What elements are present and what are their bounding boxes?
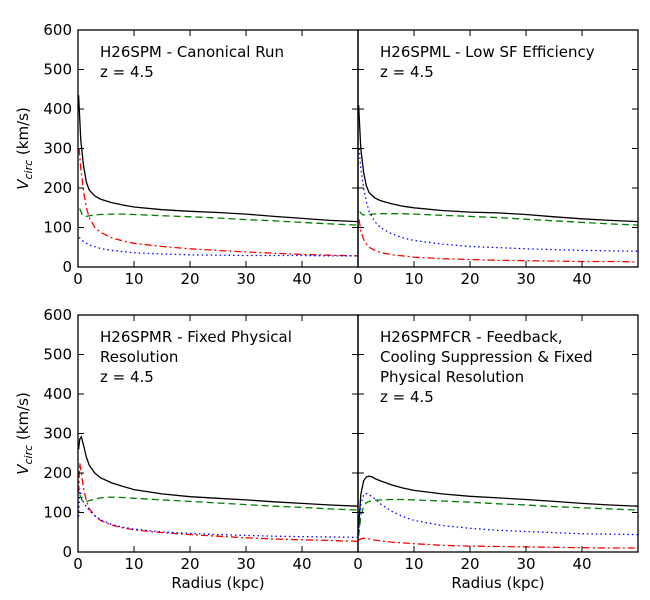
series-line-gas (359, 211, 638, 226)
series-line-dark-matter (78, 488, 358, 539)
series-line-stars (358, 537, 638, 549)
series-line-total (358, 104, 638, 223)
x-tick-label: 20 (180, 555, 199, 573)
x-tick-label: 0 (73, 555, 83, 573)
panel-annotation-line: Cooling Suppression & Fixed (380, 348, 593, 366)
x-tick-label: 20 (180, 270, 199, 288)
y-label-units: (km/s) (14, 392, 32, 445)
panel-annotation-line: z = 4.5 (380, 63, 434, 81)
x-axis-label: Radius (kpc) (451, 574, 544, 592)
y-axis-label: Vcirc (km/s) (14, 107, 35, 190)
y-tick-label: 300 (43, 425, 72, 443)
y-label-subscript: circ (22, 160, 35, 180)
chart-panel-2: 0 10 20 30 40 H26SPML - Low SF Efficiency z = … (353, 29, 639, 288)
x-tick-label: 0 (353, 270, 363, 288)
x-tick-label: 10 (404, 555, 423, 573)
x-tick-label: 0 (73, 270, 83, 288)
series-line-total (78, 435, 358, 507)
panel-annotation-line: H26SPML - Low SF Efficiency (380, 43, 595, 61)
y-tick-label: 500 (43, 61, 72, 79)
x-tick-label: 30 (516, 555, 535, 573)
y-tick-label: 200 (43, 179, 72, 197)
series-line-stars (358, 219, 638, 263)
x-tick-label: 40 (572, 270, 591, 288)
series-line-dark-matter (358, 148, 638, 252)
y-tick-label: 400 (43, 385, 72, 403)
y-tick-label: 200 (43, 464, 72, 482)
panel-annotation-line: z = 4.5 (100, 63, 154, 81)
y-label-units: (km/s) (14, 107, 32, 160)
y-tick-label: 400 (43, 100, 72, 118)
y-tick-label: 500 (43, 346, 72, 364)
x-tick-label: 0 (353, 555, 363, 573)
x-tick-label: 30 (236, 555, 255, 573)
x-tick-label: 40 (292, 555, 311, 573)
x-tick-label: 20 (460, 270, 479, 288)
panel-annotation-line: z = 4.5 (100, 368, 154, 386)
series-line-total (78, 95, 358, 223)
series-line-dark-matter (78, 236, 358, 257)
x-tick-label: 10 (404, 270, 423, 288)
y-axis-label: Vcirc (km/s) (14, 392, 35, 475)
y-tick-label: 300 (43, 140, 72, 158)
panel-annotation-line: Physical Resolution (380, 368, 524, 386)
y-tick-label: 600 (43, 21, 72, 39)
series-line-dark-matter (358, 492, 638, 536)
x-tick-label: 10 (124, 270, 143, 288)
y-label-symbol: V (14, 178, 32, 190)
y-tick-label: 0 (62, 543, 72, 561)
x-tick-label: 20 (460, 555, 479, 573)
series-line-gas (79, 494, 358, 511)
y-tick-label: 600 (43, 306, 72, 324)
x-tick-label: 30 (236, 270, 255, 288)
panel-annotation-line: z = 4.5 (380, 388, 434, 406)
y-label-symbol: V (14, 463, 32, 475)
panel-annotation-line: Resolution (100, 348, 178, 366)
y-label-subscript: circ (22, 445, 35, 465)
y-tick-label: 100 (43, 219, 72, 237)
panel-annotation-line: H26SPMFCR - Feedback, (380, 328, 563, 346)
series-line-gas (79, 208, 358, 226)
panel-annotation-line: H26SPMR - Fixed Physical (100, 328, 292, 346)
series-line-stars (78, 148, 358, 257)
panel-annotation-line: H26SPM - Canonical Run (100, 43, 284, 61)
chart-panel-4: 0 10 20 30 40 H26SPMFCR - Feedback, Cooling Su… (353, 314, 639, 592)
x-axis-label: Radius (kpc) (171, 574, 264, 592)
y-tick-label: 100 (43, 504, 72, 522)
series-line-gas (358, 498, 638, 537)
series-line-total (358, 475, 638, 529)
y-tick-label: 0 (62, 258, 72, 276)
x-tick-label: 10 (124, 555, 143, 573)
x-tick-label: 40 (292, 270, 311, 288)
series-line-stars (78, 462, 358, 542)
x-tick-label: 30 (516, 270, 535, 288)
x-tick-label: 40 (572, 555, 591, 573)
